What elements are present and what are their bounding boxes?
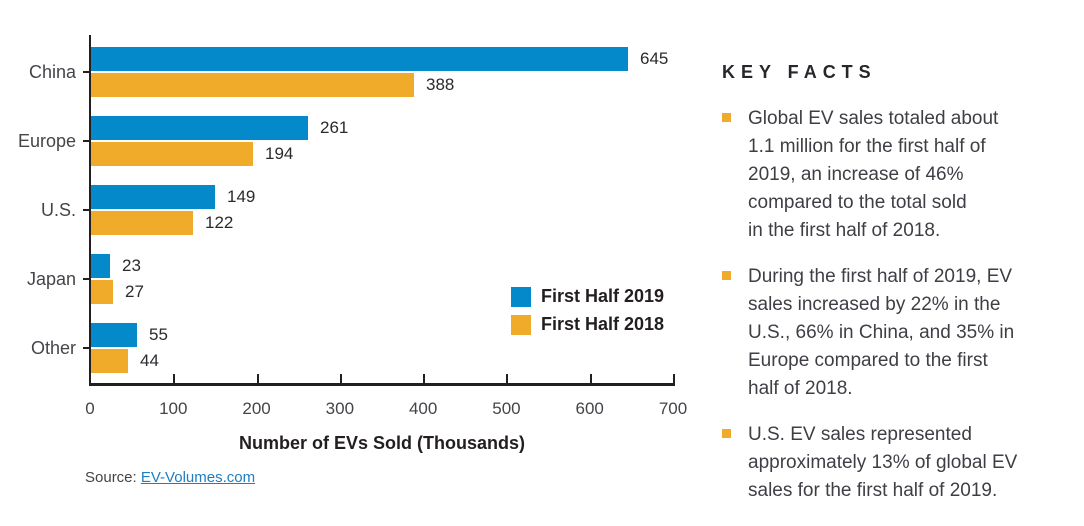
x-axis-title: Number of EVs Sold (Thousands) bbox=[238, 433, 525, 453]
bar-us-first-half-2019 bbox=[91, 185, 215, 209]
category-label-europe: Europe bbox=[17, 131, 76, 151]
source-link[interactable]: EV-Volumes.com bbox=[140, 469, 256, 486]
x-tick-label: 500 bbox=[492, 399, 521, 418]
bullet-square-icon bbox=[722, 113, 731, 122]
key-facts-panel: KEY FACTS Global EV sales totaled about … bbox=[722, 62, 1062, 523]
key-fact-text: During the first half of 2019, EV sales … bbox=[748, 266, 1015, 399]
category-label-japan: Japan bbox=[26, 269, 76, 289]
x-axis-tick bbox=[423, 374, 426, 383]
x-tick-label: 200 bbox=[242, 399, 271, 418]
x-tick-label: 0 bbox=[85, 399, 95, 418]
x-axis-line bbox=[89, 383, 675, 386]
y-axis-tick bbox=[83, 278, 89, 280]
bar-china-first-half-2019 bbox=[91, 47, 628, 71]
x-tick-label: 100 bbox=[159, 399, 188, 418]
key-fact-item: Global EV sales totaled about 1.1 millio… bbox=[722, 105, 1062, 245]
legend-label-2018: First Half 2018 bbox=[541, 314, 665, 334]
category-label-us: U.S. bbox=[40, 200, 76, 220]
source-line: Source: EV-Volumes.com bbox=[85, 469, 255, 486]
x-tick-label: 600 bbox=[575, 399, 604, 418]
bar-value-label: 122 bbox=[205, 213, 234, 232]
key-fact-item: U.S. EV sales represented approximately … bbox=[722, 421, 1062, 505]
x-axis-tick bbox=[673, 374, 675, 383]
bar-value-label: 55 bbox=[149, 325, 168, 344]
key-fact-text: Global EV sales totaled about 1.1 millio… bbox=[748, 108, 999, 241]
legend-label-2019: First Half 2019 bbox=[541, 286, 665, 306]
bar-other-first-half-2018 bbox=[91, 349, 128, 373]
chart-legend: First Half 2019 First Half 2018 bbox=[511, 286, 664, 335]
key-fact-item: During the first half of 2019, EV sales … bbox=[722, 263, 1062, 403]
y-axis-tick bbox=[83, 209, 89, 211]
x-tick-label: 700 bbox=[658, 399, 688, 418]
y-axis-tick bbox=[83, 71, 89, 73]
legend-swatch-2019 bbox=[511, 286, 531, 307]
source-prefix: Source: bbox=[85, 469, 141, 486]
key-facts-title: KEY FACTS bbox=[722, 62, 877, 82]
bar-japan-first-half-2018 bbox=[91, 280, 113, 304]
legend-swatch-2018 bbox=[511, 314, 531, 335]
category-label-other: Other bbox=[30, 338, 76, 358]
key-fact-text: U.S. EV sales represented approximately … bbox=[748, 424, 1018, 501]
bar-value-label: 23 bbox=[122, 256, 141, 275]
bullet-square-icon bbox=[722, 429, 731, 438]
x-tick-label: 400 bbox=[408, 399, 438, 418]
y-axis-tick bbox=[83, 347, 89, 349]
ev-sales-bar-chart: China 645 388 Europe 261 194 U.S. 149 122 Japan 23… bbox=[17, 35, 687, 486]
x-axis-tick bbox=[506, 374, 509, 383]
bar-value-label: 388 bbox=[426, 75, 455, 94]
bar-japan-first-half-2019 bbox=[91, 254, 110, 278]
bar-other-first-half-2019 bbox=[91, 323, 137, 347]
category-label-china: China bbox=[28, 62, 76, 82]
y-axis-tick bbox=[83, 140, 89, 142]
bar-europe-first-half-2018 bbox=[91, 142, 253, 166]
bar-value-label: 645 bbox=[640, 49, 669, 68]
y-axis-line bbox=[89, 35, 91, 385]
bullet-square-icon bbox=[722, 271, 731, 280]
x-axis-tick bbox=[256, 374, 259, 383]
legend-item-2018: First Half 2018 bbox=[511, 314, 664, 335]
legend-item-2019: First Half 2019 bbox=[511, 286, 664, 307]
x-axis-tick bbox=[173, 374, 176, 383]
x-axis-tick bbox=[589, 374, 592, 383]
bar-china-first-half-2018 bbox=[91, 73, 414, 97]
bar-value-label: 44 bbox=[140, 351, 159, 370]
bar-value-label: 27 bbox=[125, 282, 144, 301]
bar-us-first-half-2018 bbox=[91, 211, 193, 235]
bar-value-label: 261 bbox=[320, 118, 349, 137]
x-axis-tick bbox=[339, 374, 342, 383]
bar-value-label: 194 bbox=[265, 144, 294, 163]
bar-europe-first-half-2019 bbox=[91, 116, 308, 140]
x-tick-label: 300 bbox=[325, 399, 355, 418]
bar-value-label: 149 bbox=[227, 187, 256, 206]
